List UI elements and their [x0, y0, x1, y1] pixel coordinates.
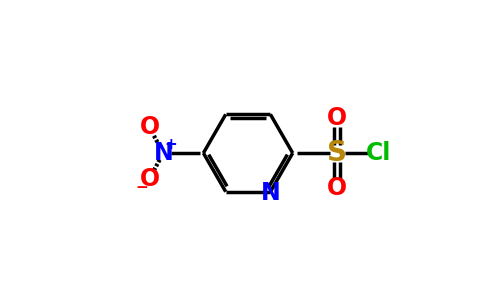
Text: O: O: [139, 167, 160, 191]
Text: +: +: [165, 137, 178, 152]
Text: −: −: [136, 180, 148, 195]
Text: O: O: [327, 176, 348, 200]
Text: O: O: [327, 106, 348, 130]
Text: O: O: [139, 115, 160, 139]
Text: N: N: [153, 141, 173, 165]
Text: S: S: [327, 139, 348, 167]
Text: N: N: [260, 181, 280, 205]
Text: Cl: Cl: [366, 141, 392, 165]
